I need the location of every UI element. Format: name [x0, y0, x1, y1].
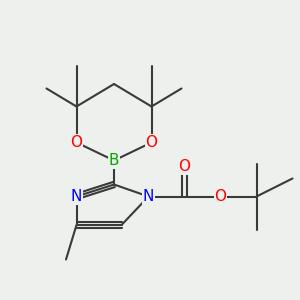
Text: O: O: [70, 135, 83, 150]
Text: O: O: [178, 159, 190, 174]
Text: O: O: [146, 135, 158, 150]
Text: B: B: [109, 153, 119, 168]
Text: O: O: [214, 189, 226, 204]
Text: N: N: [71, 189, 82, 204]
Text: N: N: [143, 189, 154, 204]
